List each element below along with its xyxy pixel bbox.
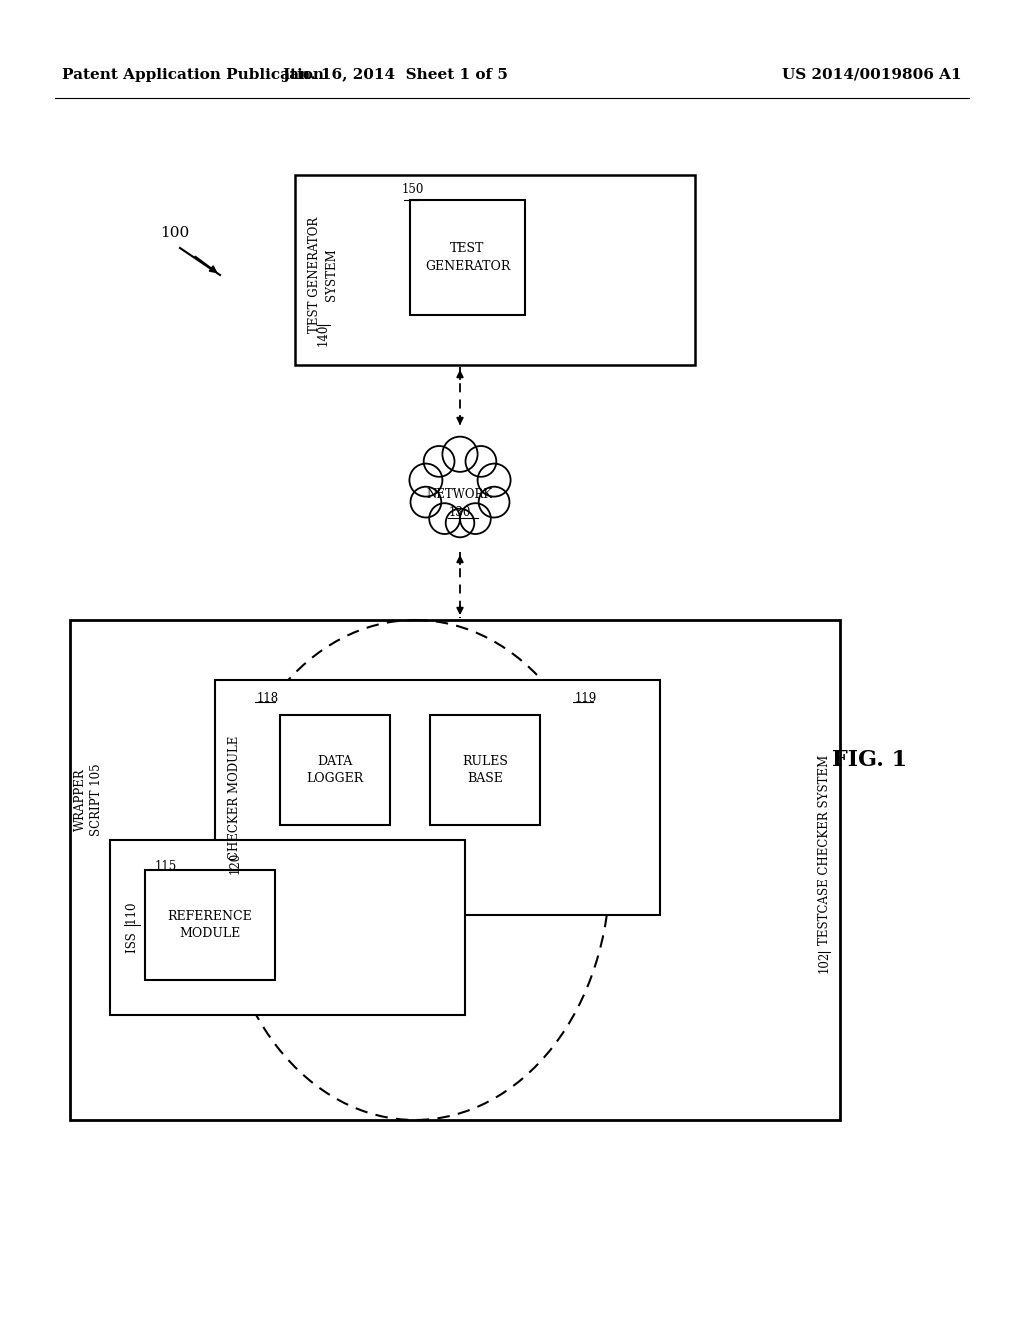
Text: NETWORK: NETWORK (427, 488, 494, 502)
Text: 102: 102 (817, 950, 830, 973)
Text: DATA
LOGGER: DATA LOGGER (306, 755, 364, 785)
Circle shape (466, 446, 497, 477)
Text: FIG. 1: FIG. 1 (833, 748, 907, 771)
Text: TEST
GENERATOR: TEST GENERATOR (425, 243, 510, 272)
Text: 150: 150 (402, 183, 424, 195)
Circle shape (442, 437, 477, 471)
Circle shape (429, 503, 460, 535)
Text: 118: 118 (257, 692, 280, 705)
Circle shape (424, 446, 455, 477)
Bar (430, 715, 540, 825)
Circle shape (477, 463, 511, 496)
Bar (410, 201, 525, 315)
Text: ISS  110: ISS 110 (126, 903, 138, 953)
Text: REFERENCE
MODULE: REFERENCE MODULE (168, 909, 252, 940)
Bar (70, 620, 840, 1119)
Text: WRAPPER
SCRIPT 105: WRAPPER SCRIPT 105 (74, 764, 102, 837)
Circle shape (478, 487, 510, 517)
Text: US 2014/0019806 A1: US 2014/0019806 A1 (782, 69, 962, 82)
Text: 130: 130 (449, 506, 471, 519)
Text: CHECKER MODULE: CHECKER MODULE (228, 735, 242, 859)
Text: 100: 100 (161, 226, 189, 240)
Text: Patent Application Publication: Patent Application Publication (62, 69, 324, 82)
Text: TESTCASE CHECKER SYSTEM: TESTCASE CHECKER SYSTEM (817, 755, 830, 945)
Text: 140: 140 (316, 323, 330, 346)
Bar (110, 840, 465, 1015)
Bar (215, 680, 660, 915)
Text: Jan. 16, 2014  Sheet 1 of 5: Jan. 16, 2014 Sheet 1 of 5 (282, 69, 508, 82)
Bar (280, 715, 390, 825)
Bar (295, 176, 695, 366)
Circle shape (411, 487, 441, 517)
Text: 120: 120 (228, 851, 242, 874)
Circle shape (460, 503, 490, 535)
Text: RULES
BASE: RULES BASE (462, 755, 508, 785)
Text: 115: 115 (155, 861, 177, 873)
Circle shape (430, 459, 490, 520)
Text: TEST GENERATOR
SYSTEM: TEST GENERATOR SYSTEM (308, 216, 338, 333)
Bar (145, 870, 275, 979)
Text: 119: 119 (575, 692, 597, 705)
Circle shape (410, 463, 442, 496)
Circle shape (445, 508, 474, 537)
